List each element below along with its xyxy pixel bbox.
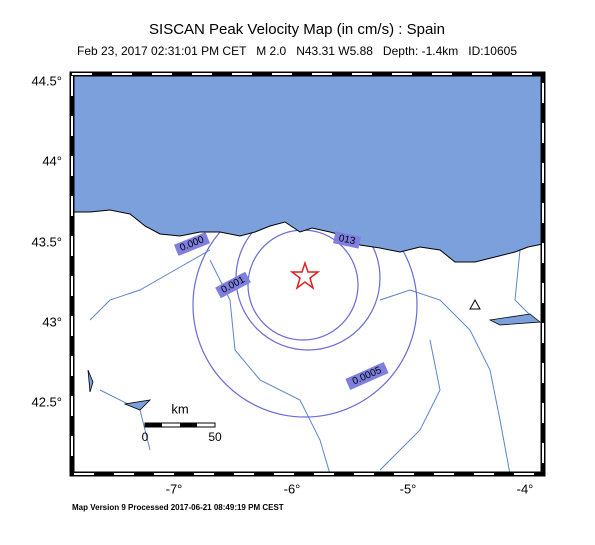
scale-bar-segment xyxy=(145,423,162,427)
contour-label-text: 013 xyxy=(338,233,357,247)
lat-label: 43.5° xyxy=(31,234,62,249)
sea xyxy=(72,74,543,263)
lon-label: -7° xyxy=(166,481,183,496)
contour-label-box xyxy=(345,361,389,391)
scale-label: 50 xyxy=(208,430,222,444)
lat-label: 43° xyxy=(42,314,62,329)
river xyxy=(209,259,331,474)
lat-label: 44.5° xyxy=(31,73,62,88)
lon-label: -6° xyxy=(284,481,301,496)
contour-label-box xyxy=(333,231,361,249)
river xyxy=(379,289,511,474)
contour-label-box xyxy=(173,232,211,256)
scale-bar-segment xyxy=(180,423,197,427)
contour-label: 013 xyxy=(333,231,361,249)
station xyxy=(469,298,481,310)
lat-label: 44° xyxy=(42,153,62,168)
lat-label: 42.5° xyxy=(31,394,62,409)
rivers xyxy=(89,249,536,474)
scale-unit: km xyxy=(171,401,188,416)
contour-label-box xyxy=(215,271,251,299)
river xyxy=(379,339,441,471)
scale-bar: km 0 50 xyxy=(142,401,222,444)
title: SISCAN Peak Velocity Map (in cm/s) : Spa… xyxy=(149,21,445,38)
epicenter xyxy=(289,260,321,290)
lon-label: -5° xyxy=(400,481,417,496)
lakes xyxy=(87,313,542,411)
scale-label: 0 xyxy=(142,430,149,444)
lon-label: -4° xyxy=(517,481,534,496)
map-area xyxy=(72,74,543,474)
subtitle: Feb 23, 2017 02:31:01 PM CET M 2.0 N43.3… xyxy=(77,44,517,58)
river xyxy=(89,249,211,321)
river xyxy=(514,249,536,321)
frame xyxy=(69,71,546,477)
footer: Map Version 9 Processed 2017-06-21 08:49… xyxy=(72,503,284,512)
